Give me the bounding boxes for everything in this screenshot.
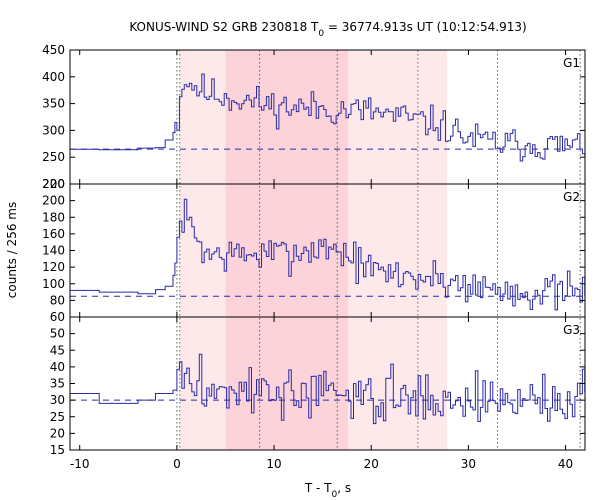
panel-g3: 15 20 25 30 35 40 45 50 G3 (50, 316, 586, 457)
y-tick-label: 200 (42, 194, 65, 208)
y-tick-label: 450 (42, 43, 65, 57)
chart-title: KONUS-WIND S2 GRB 230818 T0 = 36774.913s… (129, 20, 526, 39)
panel-frame (69, 316, 586, 451)
y-tick-label: 140 (42, 244, 65, 258)
y-tick-label: 100 (42, 277, 65, 291)
series-line-g3 (70, 353, 586, 425)
y-tick-label: 120 (42, 260, 65, 274)
y-tick-label: 350 (42, 97, 65, 111)
panel-label: G3 (563, 323, 580, 337)
y-tick-label: 15 (50, 443, 65, 457)
y-axis-label: counts / 256 ms (5, 202, 19, 298)
x-tick-label: 30 (461, 457, 476, 471)
y-tick-label: 80 (50, 293, 65, 307)
y-tick-label: 160 (42, 227, 65, 241)
y-tick-label: 45 (50, 343, 65, 357)
y-tick-label: 220 (42, 177, 65, 191)
y-tick-label: 400 (42, 70, 65, 84)
y-tick-label: 40 (50, 360, 65, 374)
series-line-g2 (70, 198, 586, 311)
series-line-g1 (70, 73, 586, 162)
x-tick-label: 10 (266, 457, 281, 471)
x-axis-label: T - T0, s (304, 481, 351, 500)
y-tick-label: 180 (42, 210, 65, 224)
y-tick-label: 60 (50, 310, 65, 324)
plot-area: 200250300350400450G160801001201401601802… (42, 43, 586, 471)
y-tick-label: 300 (42, 123, 65, 137)
x-tick-label: 0 (173, 457, 181, 471)
x-tick-label: 40 (558, 457, 573, 471)
y-tick-label: 20 (50, 426, 65, 440)
y-tick-label: 50 (50, 327, 65, 341)
x-tick-label: 20 (364, 457, 379, 471)
panel-label: G1 (563, 56, 580, 70)
y-tick-label: 30 (50, 393, 65, 407)
y-tick-label: 35 (50, 377, 65, 391)
y-tick-label: 250 (42, 150, 65, 164)
panel-label: G2 (563, 190, 580, 204)
y-tick-label: 200 (42, 177, 65, 191)
x-tick-label: -10 (70, 457, 90, 471)
y-tick-label: 25 (50, 410, 65, 424)
